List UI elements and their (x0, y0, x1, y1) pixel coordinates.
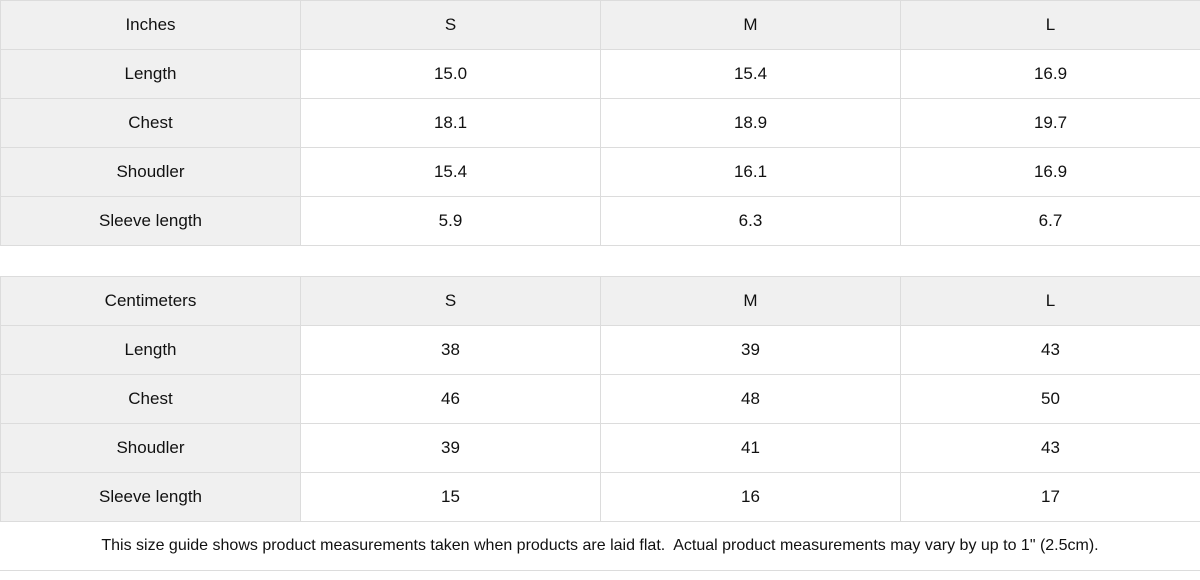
value-cell: 6.3 (600, 196, 901, 246)
row-label-cell: Chest (0, 98, 301, 148)
value-cell: 38 (300, 325, 601, 375)
table-gap-spacer (0, 246, 1200, 276)
value-cell: 15.0 (300, 49, 601, 99)
row-label-cell: Shoudler (0, 147, 301, 197)
table-row-sleeve-length: Sleeve length 5.9 6.3 6.7 (0, 196, 1200, 246)
value-cell: 16.9 (900, 49, 1200, 99)
size-header-cell-m: M (600, 276, 901, 326)
table-row-sleeve-length: Sleeve length 15 16 17 (0, 472, 1200, 522)
size-header-cell-l: L (900, 276, 1200, 326)
row-label-cell: Shoudler (0, 423, 301, 473)
table-row-shoulder: Shoudler 15.4 16.1 16.9 (0, 147, 1200, 197)
table-header-row: Inches S M L (0, 0, 1200, 50)
value-cell: 48 (600, 374, 901, 424)
unit-header-cell: Centimeters (0, 276, 301, 326)
size-header-cell-s: S (300, 0, 601, 50)
table-row-length: Length 15.0 15.4 16.9 (0, 49, 1200, 99)
value-cell: 6.7 (900, 196, 1200, 246)
value-cell: 19.7 (900, 98, 1200, 148)
unit-header-cell: Inches (0, 0, 301, 50)
table-row-shoulder: Shoudler 39 41 43 (0, 423, 1200, 473)
value-cell: 16.1 (600, 147, 901, 197)
size-header-cell-m: M (600, 0, 901, 50)
value-cell: 41 (600, 423, 901, 473)
value-cell: 15 (300, 472, 601, 522)
row-label-cell: Sleeve length (0, 472, 301, 522)
value-cell: 39 (600, 325, 901, 375)
value-cell: 50 (900, 374, 1200, 424)
value-cell: 39 (300, 423, 601, 473)
value-cell: 18.1 (300, 98, 601, 148)
table-header-row: Centimeters S M L (0, 276, 1200, 326)
value-cell: 16.9 (900, 147, 1200, 197)
table-row-length: Length 38 39 43 (0, 325, 1200, 375)
value-cell: 17 (900, 472, 1200, 522)
value-cell: 18.9 (600, 98, 901, 148)
row-label-cell: Chest (0, 374, 301, 424)
value-cell: 43 (900, 423, 1200, 473)
value-cell: 43 (900, 325, 1200, 375)
table-row-chest: Chest 46 48 50 (0, 374, 1200, 424)
row-label-cell: Length (0, 325, 301, 375)
value-cell: 15.4 (600, 49, 901, 99)
size-header-cell-s: S (300, 276, 601, 326)
centimeters-table: Centimeters S M L Length 38 39 43 Chest … (0, 276, 1200, 522)
size-guide-note: This size guide shows product measuremen… (0, 522, 1200, 571)
inches-table: Inches S M L Length 15.0 15.4 16.9 Chest… (0, 0, 1200, 246)
value-cell: 16 (600, 472, 901, 522)
row-label-cell: Sleeve length (0, 196, 301, 246)
row-label-cell: Length (0, 49, 301, 99)
size-header-cell-l: L (900, 0, 1200, 50)
value-cell: 46 (300, 374, 601, 424)
value-cell: 5.9 (300, 196, 601, 246)
value-cell: 15.4 (300, 147, 601, 197)
table-row-chest: Chest 18.1 18.9 19.7 (0, 98, 1200, 148)
